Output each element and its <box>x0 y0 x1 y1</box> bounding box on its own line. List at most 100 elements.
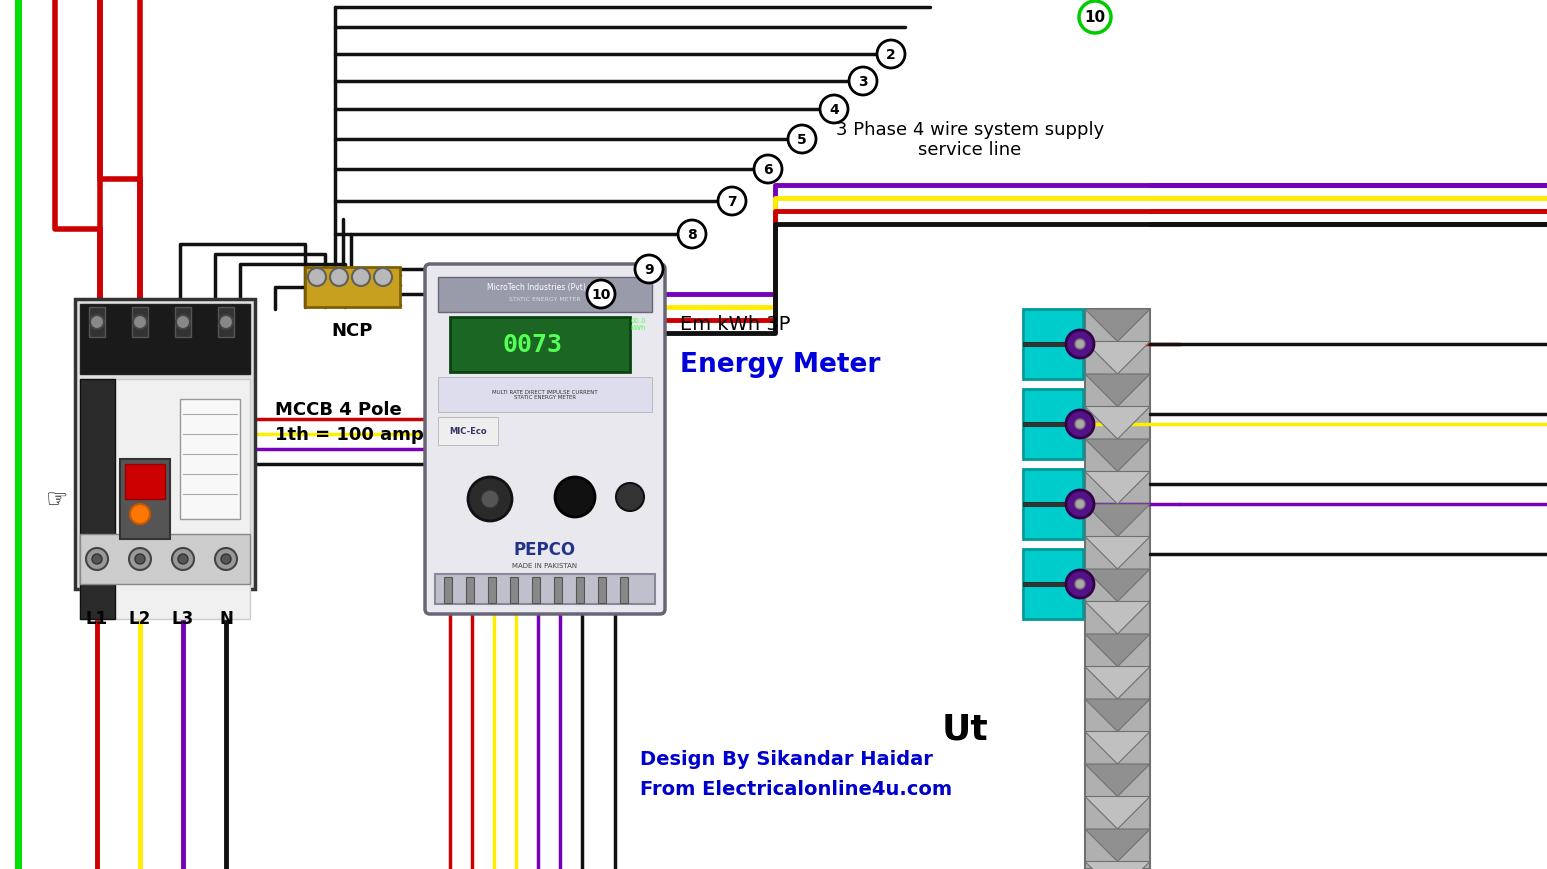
Text: 0073: 0073 <box>503 333 563 356</box>
Circle shape <box>1075 340 1084 349</box>
Text: 5: 5 <box>797 133 808 147</box>
Bar <box>74 300 255 589</box>
Circle shape <box>176 315 190 329</box>
Bar <box>450 318 630 373</box>
Circle shape <box>1075 580 1084 589</box>
Circle shape <box>586 281 616 308</box>
Circle shape <box>215 548 237 570</box>
Text: 4: 4 <box>829 103 838 116</box>
Bar <box>175 308 190 338</box>
Circle shape <box>678 221 705 249</box>
Circle shape <box>820 96 848 124</box>
Polygon shape <box>1084 797 1149 829</box>
Text: MULTI RATE DIRECT IMPULSE CURRENT
STATIC ENERGY METER: MULTI RATE DIRECT IMPULSE CURRENT STATIC… <box>492 389 597 400</box>
Circle shape <box>1066 490 1094 519</box>
Text: STATIC ENERGY METER: STATIC ENERGY METER <box>509 297 580 302</box>
Circle shape <box>330 269 348 287</box>
Bar <box>218 308 234 338</box>
Text: 2: 2 <box>886 48 896 62</box>
Bar <box>125 464 166 500</box>
Circle shape <box>220 315 234 329</box>
Text: 6: 6 <box>763 163 774 176</box>
Bar <box>554 577 562 603</box>
Text: Design By Sikandar Haidar: Design By Sikandar Haidar <box>640 750 933 768</box>
Text: L3: L3 <box>172 609 193 627</box>
Circle shape <box>753 156 781 183</box>
Circle shape <box>90 315 104 329</box>
Bar <box>179 400 240 520</box>
Text: NCP: NCP <box>331 322 373 340</box>
Circle shape <box>555 477 596 517</box>
Bar <box>1023 582 1083 587</box>
Polygon shape <box>1084 667 1149 700</box>
Text: 1th = 100 amp: 1th = 100 amp <box>275 426 424 443</box>
Bar <box>1023 469 1083 540</box>
Polygon shape <box>1084 634 1149 667</box>
Bar <box>131 308 149 338</box>
Bar <box>1023 422 1083 427</box>
Circle shape <box>133 315 147 329</box>
Circle shape <box>172 548 193 570</box>
Circle shape <box>221 554 231 564</box>
Circle shape <box>787 126 815 154</box>
Text: L1: L1 <box>87 609 108 627</box>
Circle shape <box>1075 420 1084 429</box>
Bar <box>80 380 114 620</box>
Bar <box>438 278 651 313</box>
Bar <box>487 577 497 603</box>
Circle shape <box>1066 330 1094 359</box>
Polygon shape <box>1084 309 1149 342</box>
Circle shape <box>130 504 150 524</box>
Circle shape <box>87 548 108 570</box>
Polygon shape <box>1084 829 1149 861</box>
Text: PEPCO: PEPCO <box>514 541 575 559</box>
Polygon shape <box>1084 861 1149 869</box>
Text: MIC-Eco: MIC-Eco <box>449 427 487 436</box>
Polygon shape <box>1084 504 1149 537</box>
Polygon shape <box>1084 602 1149 634</box>
Polygon shape <box>1084 472 1149 504</box>
Text: Ut: Ut <box>942 713 989 746</box>
Text: 8: 8 <box>687 228 696 242</box>
Bar <box>511 577 518 603</box>
Text: 00.0
kWh: 00.0 kWh <box>630 318 647 331</box>
Polygon shape <box>1084 732 1149 764</box>
Circle shape <box>1066 410 1094 439</box>
Text: N: N <box>220 609 234 627</box>
Bar <box>438 377 651 413</box>
Polygon shape <box>1084 537 1149 569</box>
Bar <box>620 577 628 603</box>
Bar <box>80 534 251 584</box>
Bar <box>599 577 606 603</box>
Bar <box>444 577 452 603</box>
Text: 9: 9 <box>644 262 654 276</box>
Text: Energy Meter: Energy Meter <box>681 352 880 377</box>
Circle shape <box>877 41 905 69</box>
Polygon shape <box>1084 700 1149 732</box>
Bar <box>575 577 585 603</box>
Bar <box>1023 549 1083 620</box>
Circle shape <box>135 554 145 564</box>
Bar <box>1023 309 1083 380</box>
Circle shape <box>353 269 370 287</box>
Text: L2: L2 <box>128 609 152 627</box>
Circle shape <box>1066 570 1094 599</box>
Circle shape <box>634 255 664 283</box>
Circle shape <box>616 483 644 512</box>
Circle shape <box>718 188 746 216</box>
FancyBboxPatch shape <box>425 265 665 614</box>
Circle shape <box>481 490 500 508</box>
Text: Em kWh 3P: Em kWh 3P <box>681 315 791 334</box>
Circle shape <box>91 554 102 564</box>
Bar <box>1023 342 1083 347</box>
Circle shape <box>374 269 391 287</box>
Polygon shape <box>1084 440 1149 472</box>
Bar <box>80 305 251 375</box>
Circle shape <box>178 554 189 564</box>
Polygon shape <box>1084 569 1149 602</box>
Bar <box>1023 389 1083 460</box>
Bar <box>80 380 251 620</box>
Circle shape <box>849 68 877 96</box>
Polygon shape <box>1084 342 1149 375</box>
Polygon shape <box>1084 764 1149 797</box>
